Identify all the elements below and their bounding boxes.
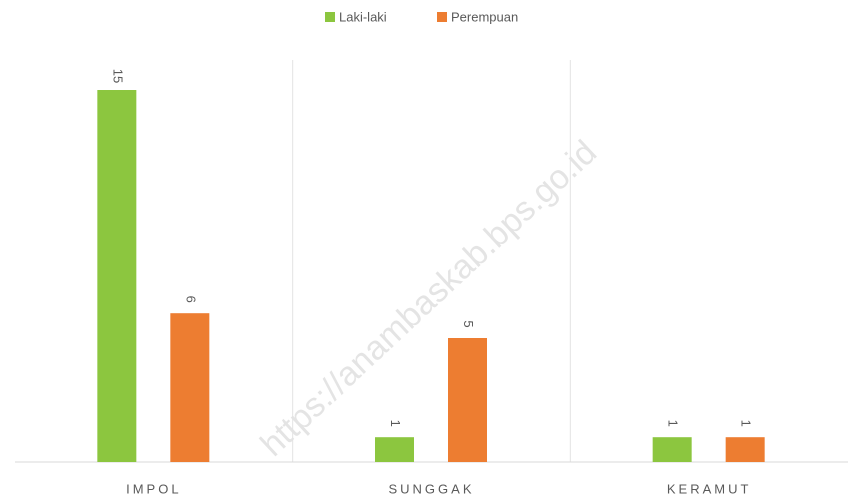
- bar: [97, 90, 137, 462]
- data-label: 15: [110, 69, 125, 83]
- x-tick-label: KERAMUT: [667, 481, 752, 496]
- data-label: 6: [183, 296, 198, 303]
- data-label: 1: [388, 420, 403, 427]
- watermark: https://anambaskab.bps.go.id: [253, 133, 604, 464]
- x-tick-label: SUNGGAK: [388, 481, 474, 496]
- data-label: 1: [666, 420, 681, 427]
- bar: [170, 313, 210, 462]
- bar: [725, 437, 765, 462]
- bar: [448, 338, 487, 462]
- bar: [375, 437, 414, 462]
- x-tick-label: IMPOL: [126, 481, 181, 496]
- legend-label: Perempuan: [451, 9, 518, 24]
- bar: [652, 437, 692, 462]
- legend-swatch: [325, 12, 335, 22]
- data-label: 5: [461, 320, 476, 327]
- legend-label: Laki-laki: [339, 9, 387, 24]
- legend-swatch: [437, 12, 447, 22]
- data-label: 1: [739, 420, 754, 427]
